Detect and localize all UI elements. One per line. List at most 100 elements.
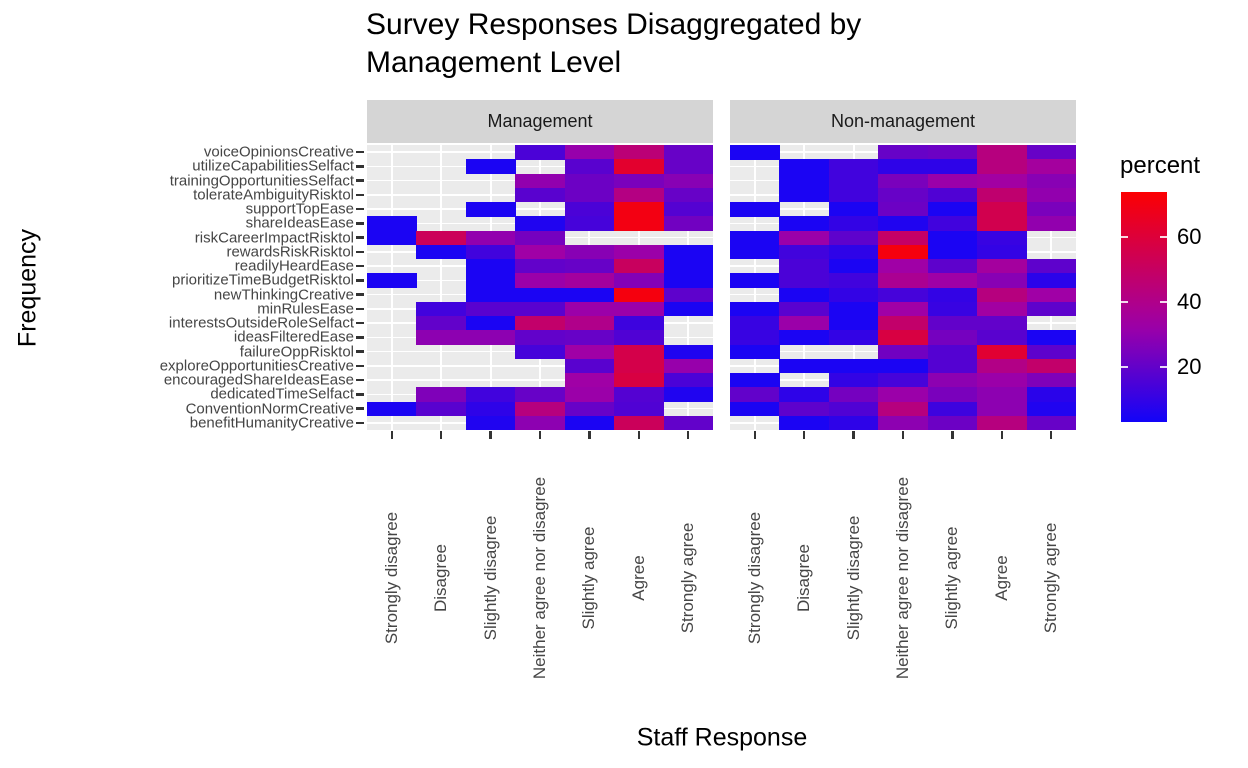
legend-title: percent bbox=[1120, 152, 1201, 179]
x-axis-label: Disagree bbox=[794, 543, 814, 613]
heatmap-cell bbox=[927, 330, 978, 345]
y-axis-label: trainingOpportunitiesSelfact bbox=[169, 172, 354, 190]
heatmap-cell bbox=[663, 202, 713, 217]
x-axis-tick bbox=[753, 431, 756, 439]
heatmap-panel bbox=[730, 145, 1076, 430]
heatmap-cell bbox=[663, 373, 713, 388]
y-axis-tick bbox=[356, 279, 364, 282]
heatmap-cell bbox=[977, 316, 1027, 331]
heatmap-cell bbox=[927, 273, 978, 288]
heatmap-cell bbox=[878, 301, 929, 317]
heatmap-cell bbox=[614, 287, 664, 303]
x-axis-label: Slightly agree bbox=[942, 526, 962, 630]
legend-tick-mark bbox=[1160, 301, 1167, 304]
heatmap-cell bbox=[927, 301, 978, 317]
y-axis-label: tolerateAmbiguityRisktol bbox=[193, 186, 354, 204]
heatmap-cell bbox=[730, 230, 780, 246]
heatmap-cell bbox=[515, 415, 566, 430]
x-axis-tick bbox=[1050, 431, 1053, 439]
heatmap-cell bbox=[927, 373, 978, 388]
x-axis-label: Neither agree nor disagree bbox=[530, 476, 549, 680]
heatmap-cell bbox=[614, 145, 664, 160]
x-axis-label: Neither agree nor disagree bbox=[893, 476, 912, 680]
legend-tick-label: 60 bbox=[1177, 224, 1202, 250]
x-axis-label: Strongly disagree bbox=[381, 511, 401, 645]
heatmap-cell bbox=[878, 358, 929, 374]
gridline-horizontal bbox=[367, 165, 713, 168]
heatmap-cell bbox=[614, 401, 664, 417]
heatmap-cell bbox=[730, 202, 780, 217]
heatmap-cell bbox=[730, 316, 780, 331]
x-axis-tick bbox=[901, 431, 905, 439]
heatmap-cell bbox=[779, 330, 830, 345]
heatmap-cell bbox=[515, 259, 566, 274]
heatmap-cell bbox=[465, 230, 516, 246]
heatmap-cell bbox=[564, 301, 615, 317]
legend-tick-mark bbox=[1160, 236, 1167, 239]
y-axis-tick bbox=[356, 350, 364, 353]
heatmap-cell bbox=[927, 358, 978, 374]
heatmap-cell bbox=[465, 401, 516, 417]
heatmap-cell bbox=[779, 187, 830, 203]
y-axis-label: rewardsRiskRisktol bbox=[226, 243, 354, 261]
heatmap-cell bbox=[828, 387, 879, 402]
heatmap-cell bbox=[927, 187, 978, 203]
facet-strip-label: Non-management bbox=[830, 111, 976, 131]
heatmap-cell bbox=[1026, 387, 1076, 402]
x-axis-label: Slightly disagree bbox=[480, 515, 500, 641]
heatmap-cell bbox=[828, 373, 879, 388]
heatmap-cell bbox=[977, 344, 1027, 360]
heatmap-cell bbox=[465, 330, 516, 345]
y-axis-label: benefitHumanityCreative bbox=[189, 414, 354, 432]
gridline-horizontal bbox=[367, 365, 713, 367]
y-axis-tick bbox=[356, 193, 364, 197]
x-axis-label: Agree bbox=[991, 555, 1011, 601]
x-axis-tick bbox=[489, 431, 492, 439]
heatmap-cell bbox=[614, 273, 664, 288]
heatmap-cell bbox=[614, 387, 664, 402]
y-axis-label: interestsOutsideRoleSelfact bbox=[168, 314, 354, 332]
heatmap-cell bbox=[779, 316, 830, 331]
heatmap-cell bbox=[779, 301, 830, 317]
heatmap-cell bbox=[828, 173, 879, 189]
y-axis-tick bbox=[356, 421, 364, 425]
heatmap-cell bbox=[663, 216, 713, 231]
heatmap-cell bbox=[927, 216, 978, 231]
gridline-horizontal bbox=[367, 379, 713, 381]
y-axis-tick bbox=[356, 378, 364, 382]
heatmap-cell bbox=[663, 301, 713, 317]
heatmap-cell bbox=[779, 273, 830, 288]
heatmap-cell bbox=[730, 273, 780, 288]
heatmap-cell bbox=[779, 401, 830, 417]
heatmap-cell bbox=[614, 344, 664, 360]
heatmap-cell bbox=[730, 244, 780, 260]
y-axis-tick bbox=[356, 293, 364, 296]
heatmap-cell bbox=[416, 401, 467, 417]
heatmap-cell bbox=[416, 230, 467, 246]
heatmap-cell bbox=[465, 301, 516, 317]
heatmap-cell bbox=[927, 159, 978, 174]
heatmap-cell bbox=[977, 415, 1027, 430]
legend-tick-mark bbox=[1121, 301, 1128, 304]
heatmap-cell bbox=[878, 202, 929, 217]
heatmap-cell bbox=[515, 173, 566, 189]
heatmap-cell bbox=[1026, 358, 1076, 374]
y-axis-tick bbox=[356, 407, 364, 410]
legend-tick-mark bbox=[1121, 365, 1128, 368]
legend-gradient-bar bbox=[1121, 192, 1167, 422]
heatmap-cell bbox=[1026, 259, 1076, 274]
heatmap-cell bbox=[1026, 187, 1076, 203]
heatmap-cell bbox=[663, 287, 713, 303]
heatmap-cell bbox=[977, 216, 1027, 231]
heatmap-cell bbox=[1026, 202, 1076, 217]
heatmap-cell bbox=[878, 287, 929, 303]
heatmap-cell bbox=[663, 344, 713, 360]
heatmap-cell bbox=[564, 273, 615, 288]
heatmap-cell bbox=[663, 145, 713, 160]
heatmap-cell bbox=[515, 187, 566, 203]
heatmap-cell bbox=[663, 159, 713, 174]
heatmap-cell bbox=[779, 230, 830, 246]
heatmap-cell bbox=[564, 373, 615, 388]
heatmap-cell bbox=[927, 259, 978, 274]
heatmap-cell bbox=[367, 401, 417, 417]
